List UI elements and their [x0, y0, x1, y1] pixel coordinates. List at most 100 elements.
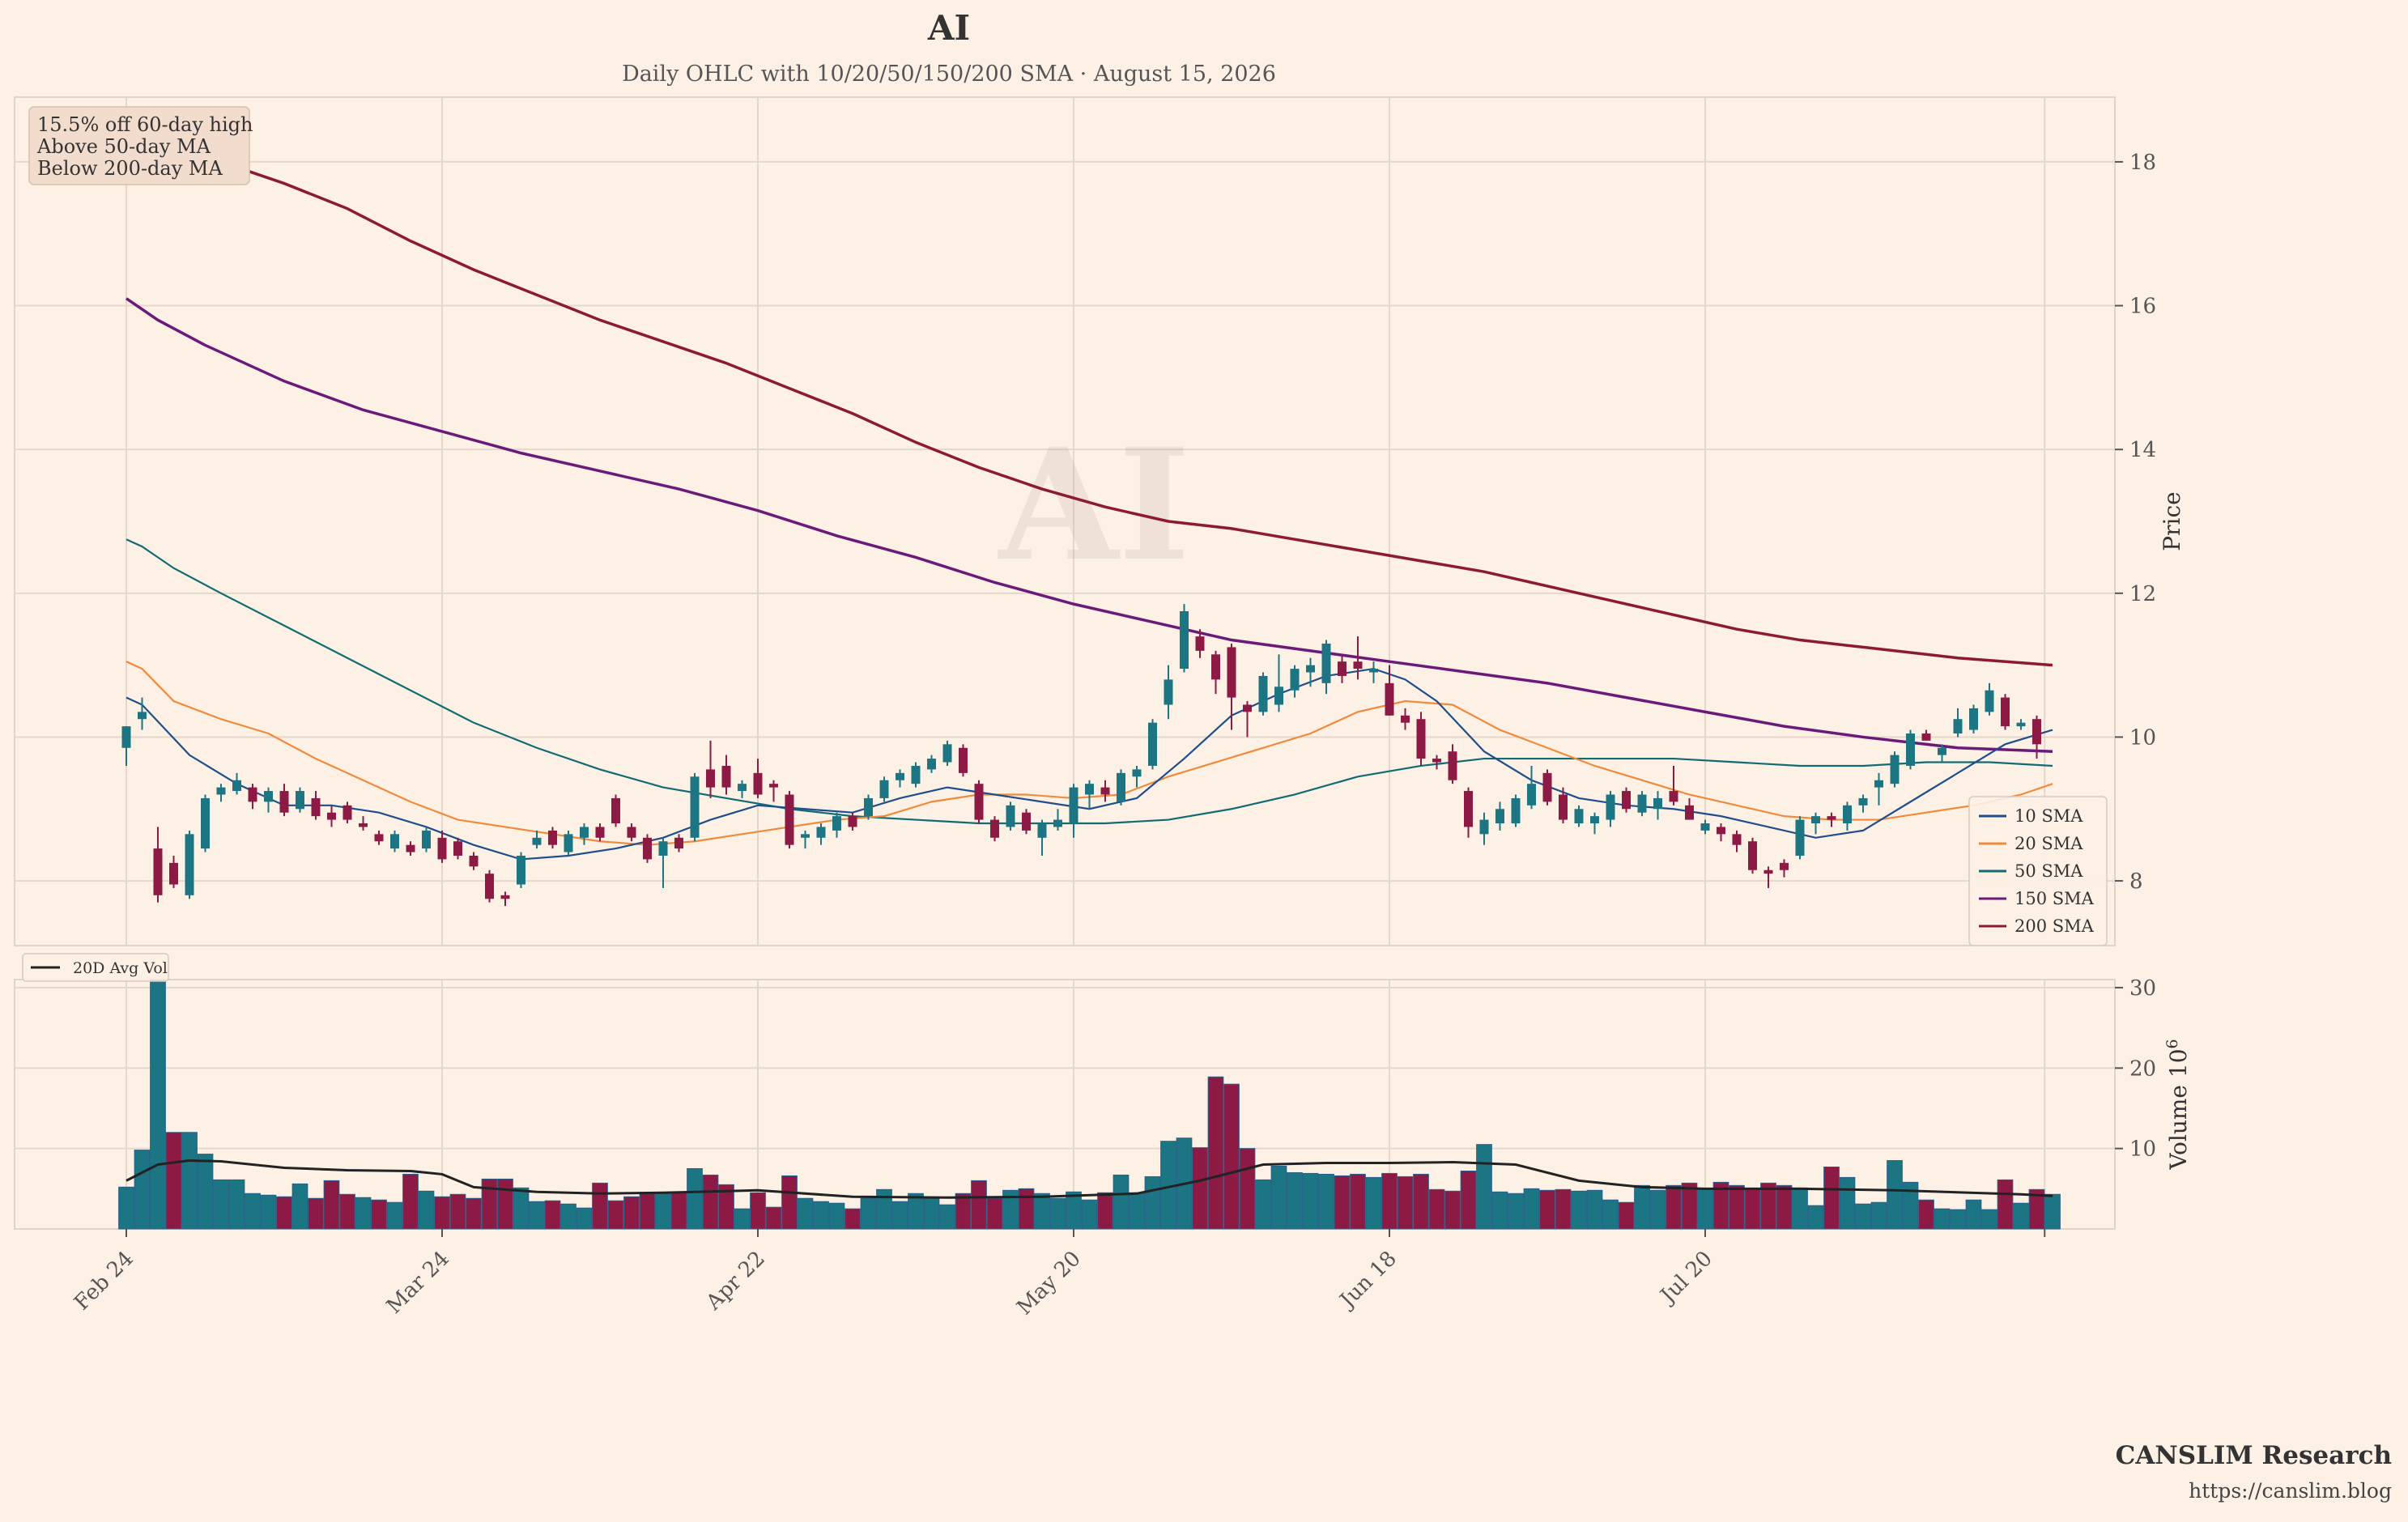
candle-body [1874, 780, 1883, 788]
volume-bar [2028, 1188, 2045, 1230]
annotation-box [28, 106, 250, 185]
volume-bar [1239, 1148, 1256, 1230]
volume-bar [118, 1186, 134, 1230]
sma150-line [126, 297, 2053, 753]
volume-bar [1934, 1208, 1951, 1230]
candle-body [1906, 733, 1915, 766]
avg-volume-line [126, 1159, 2053, 1199]
volume-bar [845, 1208, 861, 1230]
volume-bar [1823, 1166, 1840, 1230]
candle-body [1542, 772, 1552, 802]
candle-body [1306, 665, 1315, 673]
volume-bar [1318, 1173, 1334, 1230]
volume-bar [765, 1206, 782, 1230]
volume-bar [1350, 1173, 1366, 1230]
candle-body [485, 874, 494, 899]
annotation-line: Above 50-day MA [36, 135, 211, 158]
volume-bar [828, 1202, 845, 1230]
volume-bar [1681, 1182, 1698, 1230]
volume-bar [1097, 1192, 1113, 1230]
candle-body [832, 816, 841, 831]
candle-body [1274, 687, 1283, 705]
candle-body [1227, 647, 1236, 698]
candle-body [169, 862, 178, 885]
volume-bar [908, 1193, 924, 1230]
candle-body [1985, 690, 1994, 712]
candle-body [2016, 722, 2026, 727]
candle-body [1117, 772, 1125, 802]
volume-bar [1113, 1174, 1130, 1230]
candle-body [453, 841, 462, 856]
candle-body [1843, 805, 1852, 824]
volume-tick-label: 30 [2129, 976, 2156, 1001]
volume-bar [1602, 1199, 1619, 1230]
candle-body [2032, 719, 2041, 745]
candle-body [1637, 794, 1647, 813]
candle-body [469, 855, 479, 867]
volume-bar [1981, 1209, 1997, 1230]
volume-bar [860, 1197, 877, 1230]
candle-body [1401, 715, 1410, 723]
candle-body [974, 784, 984, 820]
candle-body [1969, 708, 1978, 730]
sma-legend [1968, 796, 2108, 946]
volume-bar [1049, 1197, 1066, 1230]
volume-bar [1144, 1176, 1161, 1230]
candle-body [1938, 747, 1946, 755]
volume-bar [497, 1178, 513, 1230]
volume-bar [434, 1196, 450, 1230]
x-tick-label: Mar 24 [382, 1247, 454, 1319]
candle-body [1921, 733, 1931, 741]
candle-body [942, 744, 952, 763]
volume-bar [355, 1197, 372, 1230]
candle-body [216, 787, 226, 795]
brand-url[interactable]: https://canslim.blog [2189, 1479, 2392, 1503]
candle-body [785, 794, 794, 845]
brand-name: CANSLIM Research [2115, 1441, 2392, 1470]
volume-bar [955, 1193, 972, 1230]
volume-bar [923, 1197, 940, 1230]
volume-bar [1950, 1209, 1966, 1230]
volume-axis-exponent: 6 [2163, 1039, 2181, 1048]
volume-bar [670, 1192, 687, 1230]
volume-bar [1066, 1191, 1082, 1230]
candle-body [1527, 784, 1536, 806]
volume-bar [939, 1204, 955, 1230]
volume-bar [1760, 1182, 1776, 1230]
candle-body [1132, 769, 1142, 777]
volume-bar [1618, 1201, 1635, 1230]
x-tick-label: Apr 22 [701, 1247, 770, 1316]
volume-bar [245, 1193, 261, 1230]
candle-body [1890, 755, 1900, 784]
candle-body [201, 797, 210, 849]
volume-bar [513, 1187, 530, 1230]
volume-bar [813, 1201, 829, 1230]
candle-body [342, 805, 352, 820]
volume-legend-label: 20D Avg Vol [73, 959, 168, 977]
volume-bar [1649, 1189, 1666, 1230]
volume-bar [386, 1201, 403, 1230]
volume-bar [1129, 1192, 1145, 1230]
volume-bar [1018, 1188, 1035, 1230]
price-panel-frame [14, 96, 2116, 946]
volume-bar [529, 1201, 545, 1230]
volume-bar [639, 1192, 656, 1230]
candle-body [1590, 816, 1599, 824]
candle-body [690, 776, 700, 838]
candle-body [1858, 797, 1868, 806]
volume-bar [1444, 1190, 1461, 1230]
candle-body [2001, 697, 2010, 727]
candle-body [864, 797, 873, 817]
candle-body [1953, 719, 1963, 733]
volume-bar [1081, 1199, 1098, 1230]
volume-bar [2044, 1193, 2061, 1230]
x-tick-label: Jun 18 [1334, 1247, 1402, 1315]
volume-tick-label: 20 [2129, 1056, 2156, 1081]
volume-bar [687, 1167, 703, 1230]
candle-body [1338, 661, 1347, 676]
price-tick-label: 10 [2129, 725, 2156, 750]
candle-body [848, 816, 857, 827]
candle-body [1180, 611, 1189, 670]
candle-body [959, 747, 968, 773]
volume-bar [576, 1207, 593, 1230]
